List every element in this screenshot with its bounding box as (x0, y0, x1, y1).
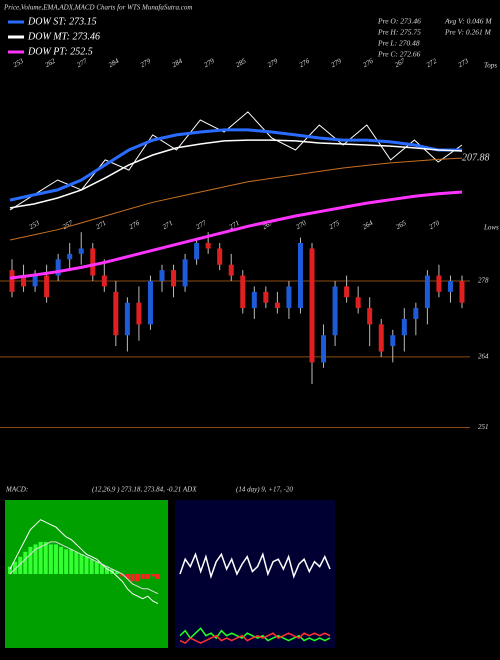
histogram-bar (130, 574, 135, 582)
candle-body (55, 259, 61, 276)
candle-body (390, 335, 396, 347)
histogram-bar (135, 574, 140, 582)
candle-body (447, 280, 453, 292)
line-end-label: 207.88 (462, 152, 490, 163)
histogram-bar (150, 574, 155, 577)
candle-body (297, 243, 303, 309)
histogram-bar (33, 544, 38, 574)
candle-body (263, 291, 269, 303)
histogram-bar (69, 549, 74, 574)
histogram-bar (59, 546, 64, 574)
y-tick-label: 278 (478, 277, 489, 285)
histogram-bar (94, 561, 99, 574)
histogram-bar (8, 566, 12, 574)
histogram-bar (99, 564, 104, 574)
candle-body (205, 243, 211, 249)
candle-body (378, 324, 384, 352)
candle-body (113, 291, 119, 336)
histogram-bar (38, 541, 43, 574)
histogram-bar (140, 574, 145, 579)
stat-text: Pre V: 0.261 M (444, 28, 492, 37)
candle-body (194, 243, 200, 260)
candle-body (413, 308, 419, 319)
histogram-bar (48, 544, 53, 574)
stat-text: Pre O: 273.46 (377, 17, 421, 26)
candle-body (67, 253, 73, 260)
tops-label: Tops (484, 62, 497, 70)
lows-label: Lows (483, 224, 499, 232)
candle-body (274, 302, 280, 309)
histogram-bar (53, 544, 58, 574)
histogram-bar (64, 549, 69, 574)
candle-body (171, 270, 177, 287)
stat-text: Pre L: 270.48 (377, 39, 420, 48)
candle-body (240, 275, 246, 309)
histogram-bar (84, 556, 89, 574)
candle-body (251, 291, 257, 309)
candle-body (9, 270, 15, 292)
candle-body (332, 286, 338, 336)
candle-body (424, 275, 430, 309)
histogram-bar (13, 561, 18, 574)
candle-body (159, 270, 165, 281)
candle-body (355, 297, 361, 309)
candle-body (21, 275, 27, 287)
stat-text: Pre C: 272.66 (377, 50, 421, 59)
histogram-bar (23, 551, 28, 574)
candle-body (147, 280, 153, 325)
histogram-bar (18, 556, 23, 574)
candle-body (401, 318, 407, 336)
candle-body (44, 275, 50, 298)
histogram-bar (104, 566, 109, 574)
adx-line (179, 551, 331, 580)
candle-body (459, 280, 465, 303)
ema-line (9, 190, 463, 280)
candle-body (124, 302, 130, 336)
histogram-bar (43, 541, 48, 574)
histogram-bar (115, 571, 120, 574)
candle-body (217, 248, 223, 265)
histogram-bar (156, 574, 160, 579)
ema-line (9, 157, 463, 241)
candle-body (136, 302, 142, 325)
chart-title: Price,Volume,EMA,ADX,MACD Charts for WTS… (3, 4, 192, 12)
macd-line (9, 519, 159, 605)
panel-bg (175, 500, 335, 648)
ema-line (9, 128, 462, 202)
panel-title: MACD: (5, 486, 28, 494)
candle-body (344, 286, 350, 298)
histogram-bar (120, 574, 125, 577)
histogram-bar (89, 559, 94, 574)
stat-text: Pre H: 275.75 (377, 28, 421, 37)
adx-line (179, 632, 331, 645)
ema-line (9, 111, 463, 211)
panel-title: (14 day) 9, +17, -20 (236, 486, 293, 494)
candle-body (436, 275, 442, 292)
legend-label: DOW MT: 273.46 (27, 31, 100, 42)
macd-line (9, 541, 159, 595)
histogram-bar (125, 574, 130, 579)
panel-subtitle: (12,26,9 ) 273.18, 273.84, -0.21 ADX (92, 486, 197, 494)
candle-body (228, 264, 234, 276)
candle-body (321, 335, 327, 363)
candle-body (367, 308, 373, 325)
histogram-bar (74, 551, 79, 574)
candle-body (182, 259, 188, 287)
candle-body (286, 286, 292, 309)
candle-body (90, 248, 96, 276)
legend-label: DOW ST: 273.15 (27, 16, 97, 27)
histogram-bar (28, 546, 33, 574)
candle-body (32, 275, 38, 287)
ema-line (9, 139, 463, 209)
candle-body (309, 248, 315, 363)
histogram-bar (79, 554, 84, 574)
candle-body (78, 248, 84, 254)
y-tick-label: 251 (478, 423, 489, 431)
legend-label: DOW PT: 252.5 (27, 46, 93, 57)
stat-text: Avg V: 0.046 M (444, 17, 492, 26)
histogram-bar (145, 574, 150, 579)
y-tick-label: 264 (478, 353, 489, 361)
candle-body (101, 275, 107, 287)
